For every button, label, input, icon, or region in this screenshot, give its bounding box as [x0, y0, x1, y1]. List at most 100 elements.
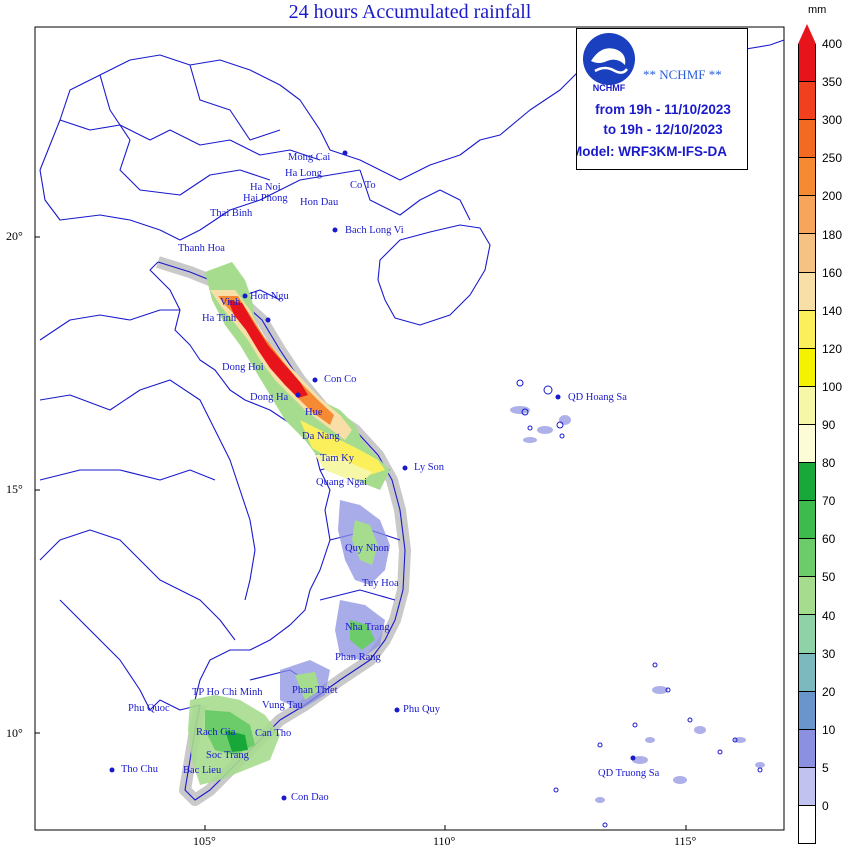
place-label: Bac Lieu	[183, 765, 222, 776]
color-bar-swatch	[798, 501, 816, 540]
place-label: Da Nang	[302, 431, 340, 442]
color-bar-tick-label: 20	[822, 684, 836, 699]
place-label: Mong Cai	[288, 152, 331, 163]
org-name: ** NCHMF **	[643, 67, 722, 82]
place-label: Ha Tinh	[202, 313, 237, 324]
place-label: Dong Hoi	[222, 362, 264, 373]
color-bar-tick-label: 100	[822, 379, 843, 394]
period-from: from 19h - 11/10/2023	[595, 102, 731, 117]
islands	[516, 379, 763, 828]
place-label: Hue	[305, 407, 323, 418]
color-bar-tick-label: 140	[822, 303, 843, 318]
color-bar-tick-label: 250	[822, 151, 843, 166]
color-bar-tick-label: 30	[822, 646, 836, 661]
color-bar-swatch	[798, 44, 816, 83]
color-bar-swatch	[798, 729, 816, 768]
place-label: Phu Quoc	[128, 703, 170, 714]
color-bar-swatch	[798, 539, 816, 578]
place-label: Hon Ngu	[250, 291, 289, 302]
info-box: NCHMF ** NCHMF ** from 19h - 11/10/2023 …	[576, 28, 748, 170]
color-bar-tick-label: 70	[822, 494, 836, 509]
color-bar-tick-label: 350	[822, 75, 843, 90]
model-name: Model: WRF3KM-IFS-DA	[576, 144, 727, 159]
color-bar-swatch	[798, 196, 816, 235]
color-bar-tick-label: 50	[822, 570, 836, 585]
place-label: Quy Nhon	[345, 543, 390, 554]
color-bar-tick-label: 10	[822, 722, 836, 737]
color-bar-tick-label: 120	[822, 341, 843, 356]
longitude-label: 110°	[433, 834, 456, 848]
place-label: Can Tho	[255, 728, 292, 739]
longitude-label: 115°	[674, 834, 697, 848]
color-bar-tick-label: 5	[822, 760, 829, 775]
logo-text: NCHMF	[593, 83, 626, 93]
latitude-label: 20°	[6, 229, 23, 243]
place-label: Hai Phong	[243, 193, 288, 204]
map-title: 24 hours Accumulated rainfall	[288, 1, 532, 23]
color-bar-swatch	[798, 653, 816, 692]
color-bar-tick-label: 40	[822, 608, 836, 623]
color-bar-swatch	[798, 272, 816, 311]
color-bar-swatch	[798, 615, 816, 654]
color-bar-swatch	[798, 805, 816, 844]
longitude-label: 105°	[193, 834, 216, 848]
color-bar-swatch	[798, 82, 816, 121]
axis-ticks	[35, 236, 687, 830]
place-label: Tam Ky	[320, 453, 354, 464]
legend-unit: mm	[808, 4, 827, 16]
place-label: Ha Noi	[250, 182, 281, 193]
station-dots	[109, 150, 636, 801]
place-label: Vinh	[220, 297, 241, 308]
place-label: Hon Dau	[300, 197, 339, 208]
place-label: Phan Thiet	[292, 685, 338, 696]
place-label: Quang Ngai	[316, 477, 368, 488]
color-bar-swatch	[798, 577, 816, 616]
color-bar-swatch	[798, 310, 816, 349]
color-bar-swatch	[798, 234, 816, 273]
place-label: Thai Binh	[210, 208, 253, 219]
color-bar-tick-label: 160	[822, 265, 843, 280]
place-label: QD Truong Sa	[598, 768, 660, 779]
place-label: QD Hoang Sa	[568, 392, 627, 403]
color-bar-swatch	[798, 158, 816, 197]
color-bar	[798, 44, 816, 844]
color-bar-swatch	[798, 348, 816, 387]
color-bar-swatch	[798, 463, 816, 502]
color-bar-swatch	[798, 386, 816, 425]
color-bar-tick-label: 200	[822, 189, 843, 204]
color-bar-swatch	[798, 424, 816, 464]
color-bar-tick-label: 60	[822, 532, 836, 547]
color-bar-tick-label: 90	[822, 418, 836, 432]
place-label: Rach Gia	[196, 727, 236, 738]
color-bar-tick-label: 0	[822, 799, 829, 813]
place-label: Tho Chu	[121, 764, 159, 775]
place-label: Con Dao	[291, 792, 329, 803]
rainfall-shading	[188, 262, 765, 803]
color-bar-swatch	[798, 120, 816, 159]
place-label: Ha Long	[285, 168, 323, 179]
place-label: TP Ho Chi Minh	[192, 687, 263, 698]
place-label: Dong Ha	[250, 392, 289, 403]
place-label: Phan Rang	[335, 652, 381, 663]
color-bar-tick-label: 80	[822, 456, 836, 471]
nchmf-logo: NCHMF	[583, 33, 635, 93]
place-label: Phu Quy	[403, 704, 441, 715]
color-bar-swatch	[798, 691, 816, 730]
place-label: Thanh Hoa	[178, 243, 225, 254]
place-label: Nha Trang	[345, 622, 390, 633]
place-label: Bach Long Vi	[345, 225, 404, 236]
legend-overflow-arrow	[798, 24, 816, 44]
color-bar-tick-label: 400	[822, 37, 843, 51]
latitude-label: 10°	[6, 726, 23, 740]
place-label: Vung Tau	[262, 700, 303, 711]
color-bar-tick-label: 180	[822, 227, 843, 242]
place-label: Ly Son	[414, 462, 445, 473]
color-bar-tick-label: 300	[822, 113, 843, 128]
place-label: Soc Trang	[206, 750, 249, 761]
color-bar-swatch	[798, 767, 816, 806]
latitude-label: 15°	[6, 482, 23, 496]
place-label: Con Co	[324, 374, 357, 385]
period-to: to 19h - 12/10/2023	[603, 122, 723, 137]
place-label: Co To	[350, 180, 376, 191]
place-label: Tuy Hoa	[362, 578, 399, 589]
